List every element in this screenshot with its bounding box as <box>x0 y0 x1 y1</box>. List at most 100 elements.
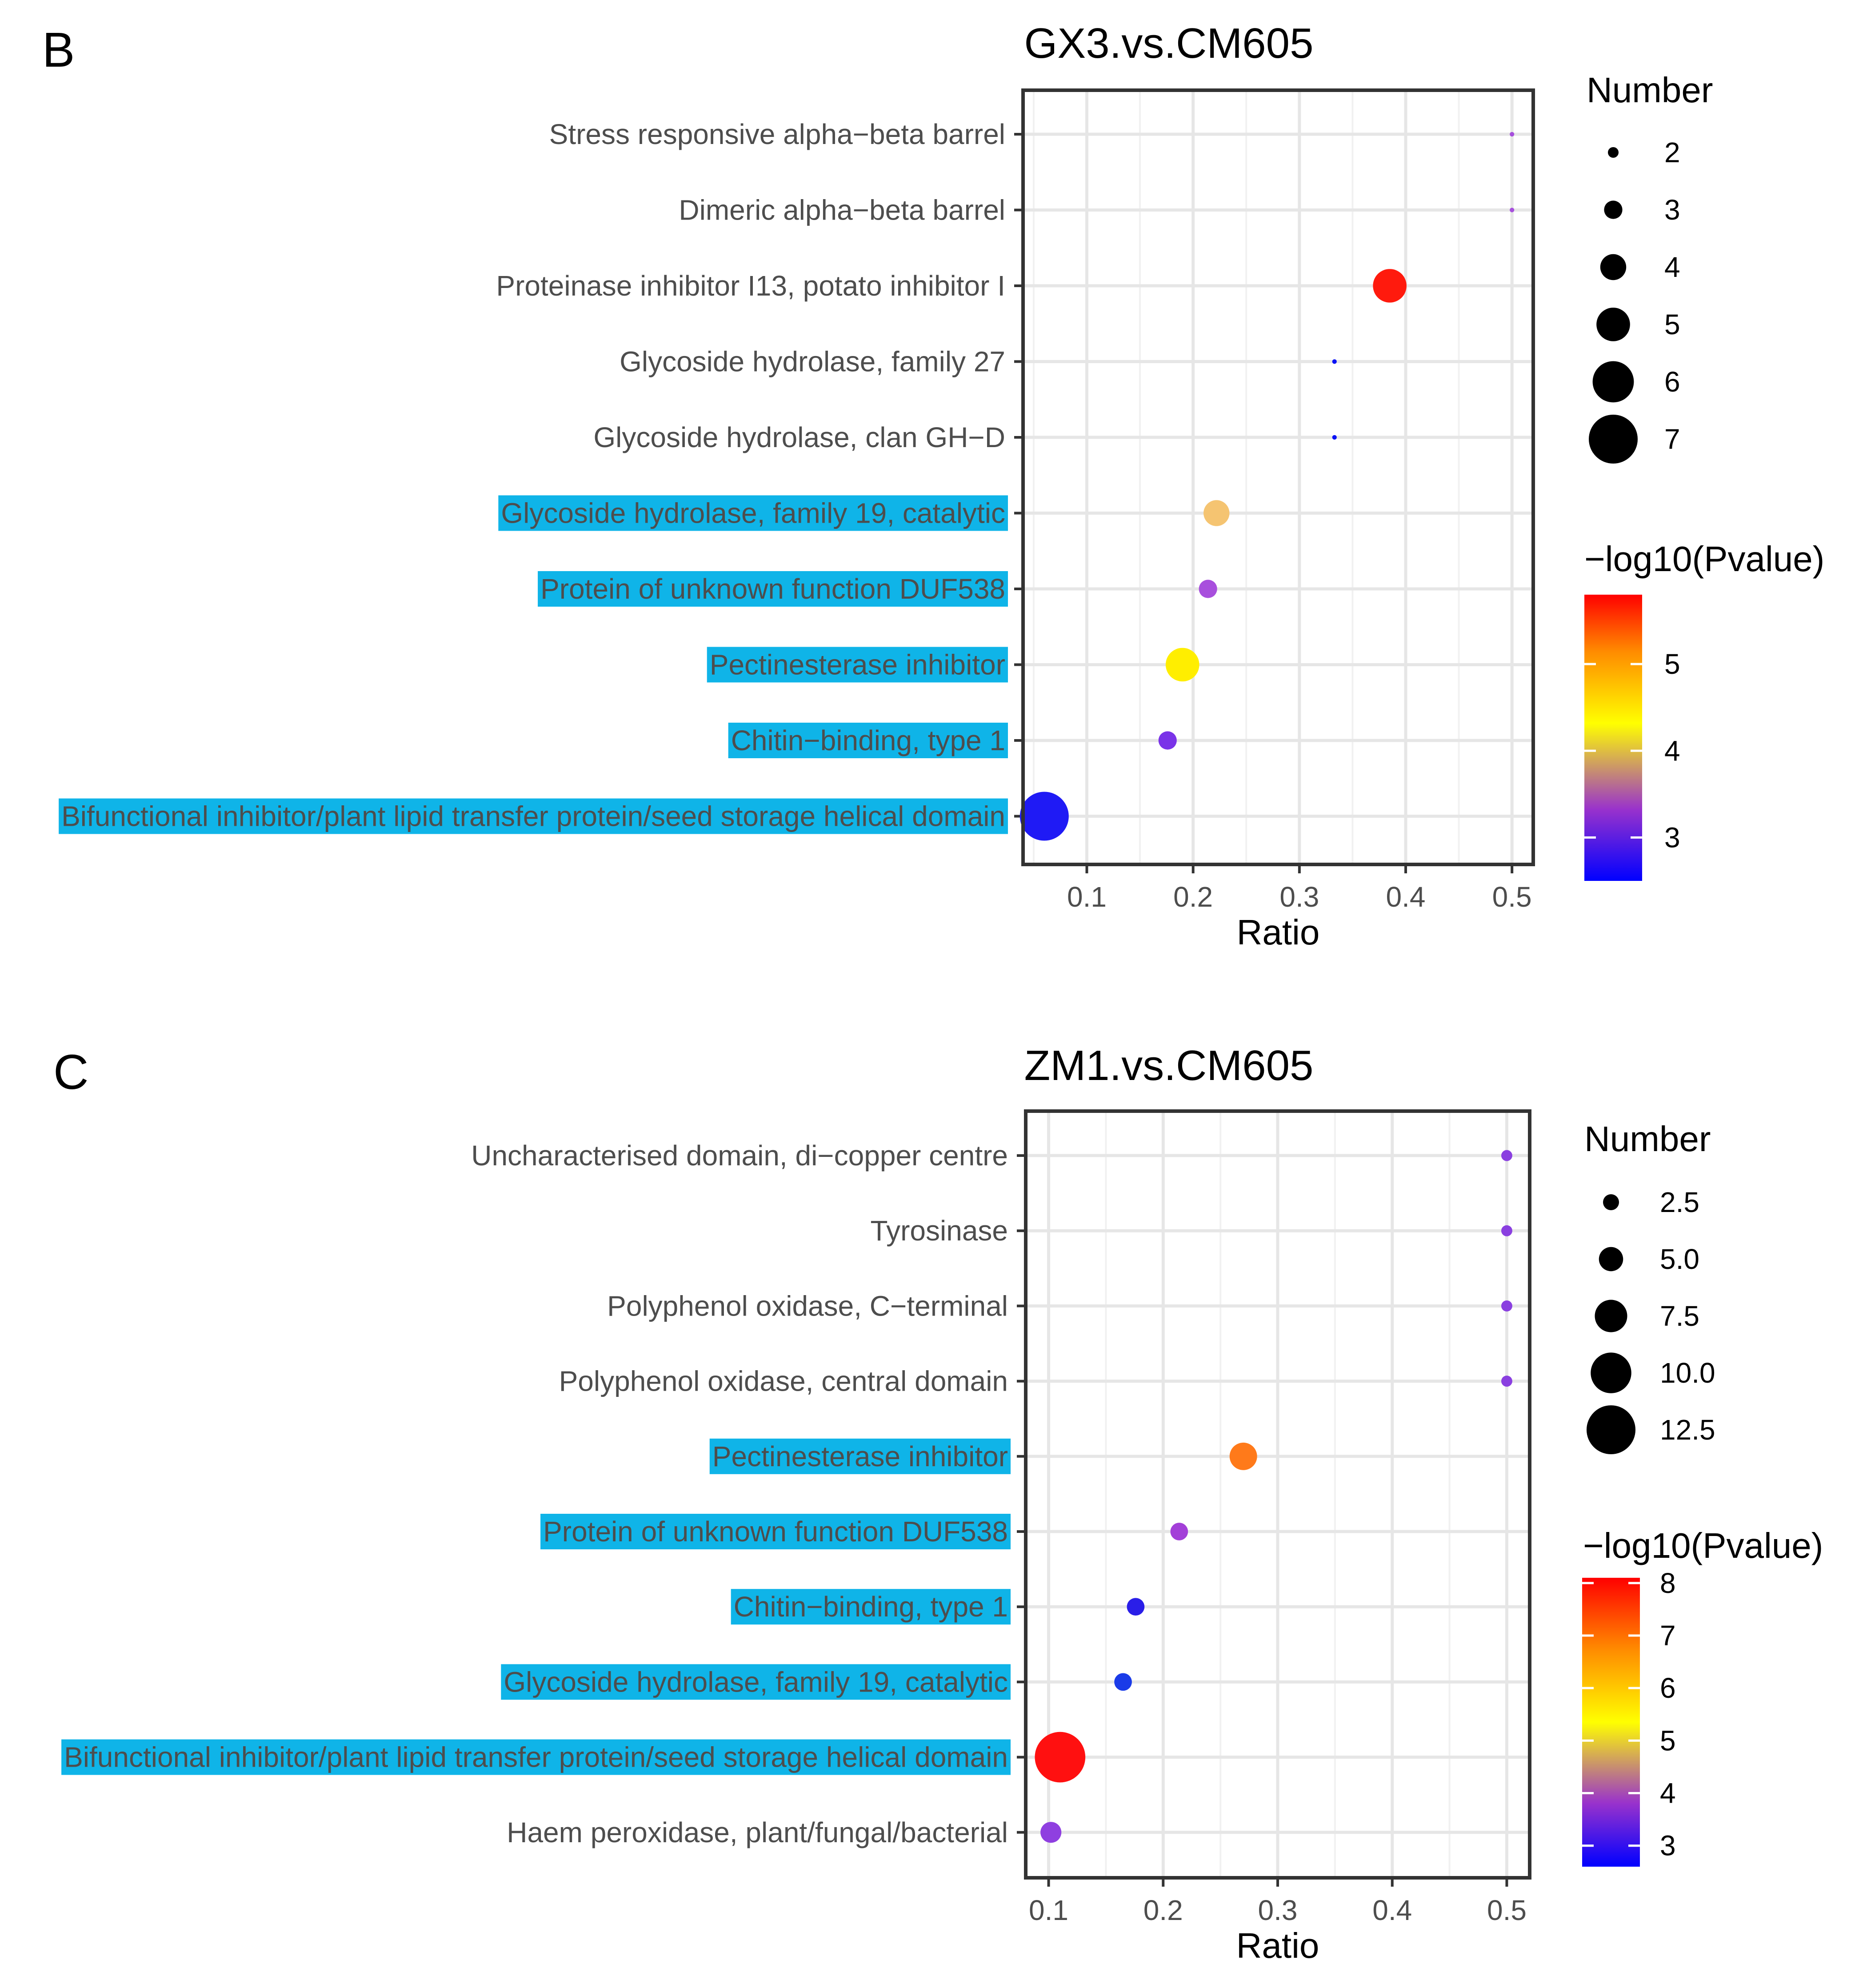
y-tick-label: Protein of unknown function DUF538 <box>540 573 1005 605</box>
color-bar <box>1584 595 1642 881</box>
y-tick-label: Proteinase inhibitor I13, potato inhibit… <box>496 270 1005 302</box>
x-tick-label: 0.2 <box>1173 881 1213 913</box>
y-tick-label: Glycoside hydrolase, family 19, catalyti… <box>501 497 1005 529</box>
data-point <box>1501 1376 1512 1387</box>
size-legend-key <box>1587 1405 1635 1454</box>
label-highlight <box>498 495 1008 531</box>
data-point <box>1040 1822 1062 1843</box>
label-highlight <box>59 798 1008 834</box>
plot-frame <box>1021 88 1535 866</box>
color-legend: −log10(Pvalue)8 7 6 5 4 3 <box>1582 1526 1823 1867</box>
data-point <box>1229 1442 1257 1470</box>
data-point <box>1170 1523 1188 1540</box>
panel-label: B <box>42 23 75 77</box>
data-point <box>1127 1598 1145 1616</box>
size-legend-key <box>1596 308 1630 341</box>
label-highlight <box>540 1514 1011 1549</box>
panel-b: B GX3.vs.CM605 Stress responsive alpha−bet… <box>42 20 1824 952</box>
y-tick-label: Glycoside hydrolase, clan GH−D <box>593 421 1005 453</box>
data-point <box>1332 435 1337 440</box>
data-point <box>1199 580 1217 598</box>
color-legend: −log10(Pvalue) 5 4 3 <box>1584 539 1824 881</box>
size-legend-key <box>1589 415 1638 464</box>
size-legend-label: 5 <box>1664 308 1680 340</box>
data-point <box>1165 648 1199 682</box>
y-tick-label: Bifunctional inhibitor/plant lipid trans… <box>61 800 1005 832</box>
y-tick-label: Bifunctional inhibitor/plant lipid trans… <box>64 1741 1008 1773</box>
panel-c: C ZM1.vs.CM605 Uncharacterised domain, di−… <box>53 1042 1823 1965</box>
color-bar <box>1582 1578 1640 1867</box>
y-tick-label: Haem peroxidase, plant/fungal/bacterial <box>507 1816 1008 1848</box>
grid <box>1023 90 1533 864</box>
label-highlight <box>61 1739 1011 1775</box>
grid <box>1026 1111 1530 1878</box>
size-legend-label: 7 <box>1664 423 1680 455</box>
size-legend-label: 3 <box>1664 194 1680 226</box>
data-point <box>1501 1150 1512 1161</box>
plot-background <box>1023 90 1533 864</box>
color-legend-label: 4 <box>1664 735 1680 767</box>
x-tick-label: 0.4 <box>1386 881 1426 913</box>
x-axis-label: Ratio <box>1237 912 1320 952</box>
y-tick-label: Tyrosinase <box>871 1215 1008 1247</box>
label-highlight <box>728 723 1008 758</box>
chart-title: GX3.vs.CM605 <box>1024 20 1314 67</box>
x-tick-label: 0.5 <box>1487 1894 1527 1926</box>
points <box>1035 1150 1512 1843</box>
size-legend-key <box>1604 200 1623 219</box>
size-legend-label: 6 <box>1664 366 1680 398</box>
y-tick-label: Pectinesterase inhibitor <box>710 649 1005 681</box>
size-legend-key <box>1591 1352 1631 1393</box>
data-point <box>1019 792 1069 841</box>
data-point <box>1114 1673 1132 1691</box>
y-tick-label: Dimeric alpha−beta barrel <box>679 194 1005 226</box>
data-point <box>1501 1300 1512 1312</box>
y-tick-label: Glycoside hydrolase, family 27 <box>620 346 1005 378</box>
data-point <box>1332 359 1337 364</box>
points <box>1019 132 1515 841</box>
size-legend-key <box>1603 1194 1619 1210</box>
label-highlight <box>709 1438 1011 1474</box>
size-legend-label: 12.5 <box>1660 1414 1715 1446</box>
y-tick-label: Protein of unknown function DUF538 <box>543 1516 1008 1548</box>
y-tick-label: Pectinesterase inhibitor <box>712 1440 1008 1472</box>
color-legend-label: 3 <box>1660 1830 1676 1862</box>
data-point <box>1501 1225 1512 1236</box>
x-tick-label: 0.3 <box>1258 1894 1298 1926</box>
x-tick-label: 0.1 <box>1029 1894 1068 1926</box>
x-axis-label: Ratio <box>1236 1926 1319 1965</box>
y-tick-label: Glycoside hydrolase, family 19, catalyti… <box>504 1666 1008 1698</box>
size-legend-key <box>1592 361 1634 403</box>
color-legend-label: 4 <box>1660 1777 1676 1809</box>
size-legend-title: Number <box>1584 1119 1711 1159</box>
y-tick-label: Chitin−binding, type 1 <box>734 1591 1008 1623</box>
data-point <box>1510 132 1515 137</box>
y-tick-label: Polyphenol oxidase, C−terminal <box>607 1290 1008 1322</box>
size-legend-key <box>1600 254 1627 280</box>
x-tick-label: 0.5 <box>1492 881 1532 913</box>
x-tick-label: 0.1 <box>1067 881 1107 913</box>
color-legend-label: 8 <box>1660 1567 1676 1599</box>
size-legend-key <box>1608 147 1619 158</box>
x-tick-label: 0.2 <box>1143 1894 1183 1926</box>
label-highlight <box>501 1664 1011 1700</box>
x-tick-label: 0.4 <box>1372 1894 1412 1926</box>
data-point <box>1158 731 1177 750</box>
y-tick-label: Polyphenol oxidase, central domain <box>559 1365 1008 1397</box>
size-legend-label: 5.0 <box>1660 1243 1699 1275</box>
size-legend-label: 4 <box>1664 251 1680 283</box>
size-legend-label: 7.5 <box>1660 1300 1699 1332</box>
label-highlight <box>538 571 1008 607</box>
data-point <box>1510 208 1515 212</box>
size-legend-key <box>1595 1300 1627 1332</box>
size-legend-label: 2.5 <box>1660 1186 1699 1218</box>
data-point <box>1035 1732 1086 1783</box>
data-point <box>1373 269 1407 303</box>
color-legend-title: −log10(Pvalue) <box>1583 1526 1823 1565</box>
panel-label: C <box>53 1045 88 1100</box>
size-legend-key <box>1599 1247 1623 1272</box>
size-legend: Number 2.5 5.0 7.5 10.0 12.5 <box>1584 1119 1715 1454</box>
data-point <box>1203 500 1230 526</box>
color-legend-label: 6 <box>1660 1672 1676 1704</box>
